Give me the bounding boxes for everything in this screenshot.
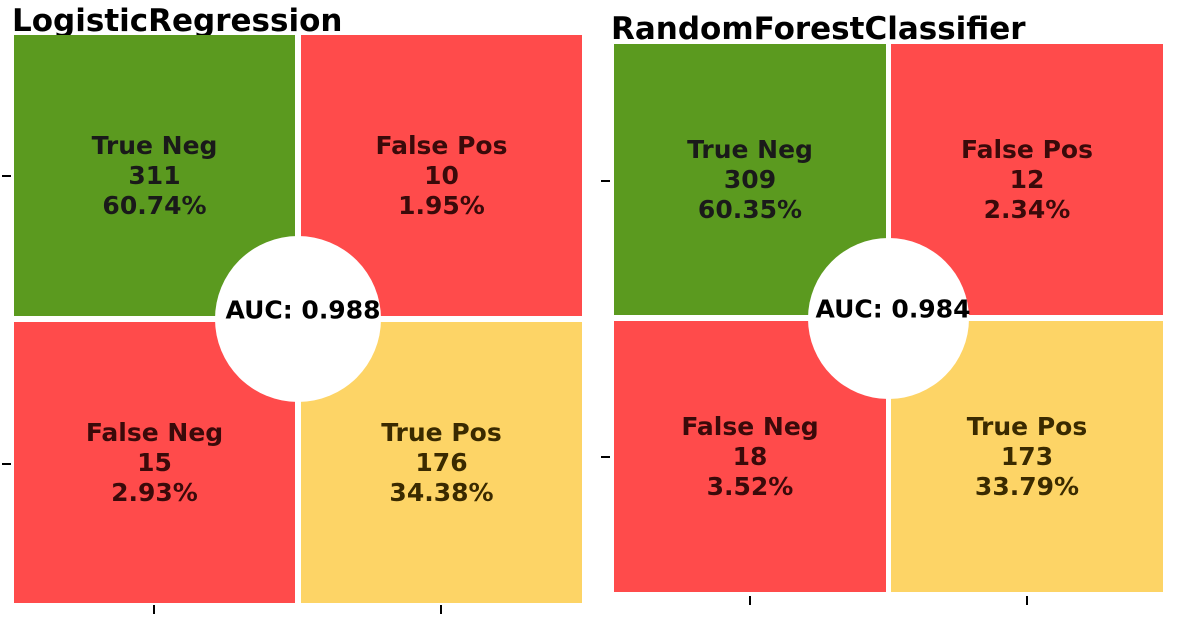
cell-true-neg: True Neg 311 60.74% [14, 35, 295, 316]
x-tick [440, 605, 442, 614]
x-tick [1026, 596, 1028, 605]
cell-label: False Neg [681, 411, 819, 441]
x-tick [749, 596, 751, 605]
cell-count: 309 [723, 164, 777, 194]
cell-label: True Neg [91, 130, 218, 160]
cell-percent: 3.52% [706, 471, 794, 501]
auc-circle [808, 238, 969, 399]
cell-label: False Pos [375, 130, 508, 160]
cell-percent: 60.74% [102, 190, 207, 220]
cell-label: False Neg [85, 417, 224, 447]
chart-title: LogisticRegression [12, 3, 343, 39]
cell-label: True Pos [381, 417, 502, 447]
cell-count: 18 [732, 441, 768, 471]
cell-label: True Neg [687, 134, 813, 164]
cell-label: False Pos [961, 134, 1093, 164]
cell-count: 176 [415, 447, 468, 477]
x-tick [153, 605, 155, 614]
cell-percent: 2.34% [983, 194, 1071, 224]
cell-count: 173 [1000, 441, 1054, 471]
cell-label: True Pos [966, 411, 1088, 441]
auc-label: AUC: 0.984 [815, 294, 971, 324]
y-tick [2, 463, 11, 465]
chart-title: RandomForestClassifier [611, 11, 1026, 47]
y-tick [601, 456, 610, 458]
cell-count: 15 [137, 447, 172, 477]
auc-circle [215, 236, 381, 402]
cell-count: 12 [1009, 164, 1045, 194]
y-tick [2, 175, 11, 177]
cell-percent: 2.93% [111, 477, 198, 507]
cell-count: 311 [128, 160, 181, 190]
cell-percent: 60.35% [697, 194, 803, 224]
y-tick [601, 180, 610, 182]
auc-label: AUC: 0.988 [225, 295, 381, 325]
cell-count: 10 [424, 160, 459, 190]
cell-true-pos: True Pos 176 34.38% [301, 322, 582, 603]
cell-percent: 34.38% [389, 477, 494, 507]
cell-percent: 33.79% [974, 471, 1080, 501]
cell-percent: 1.95% [398, 190, 485, 220]
